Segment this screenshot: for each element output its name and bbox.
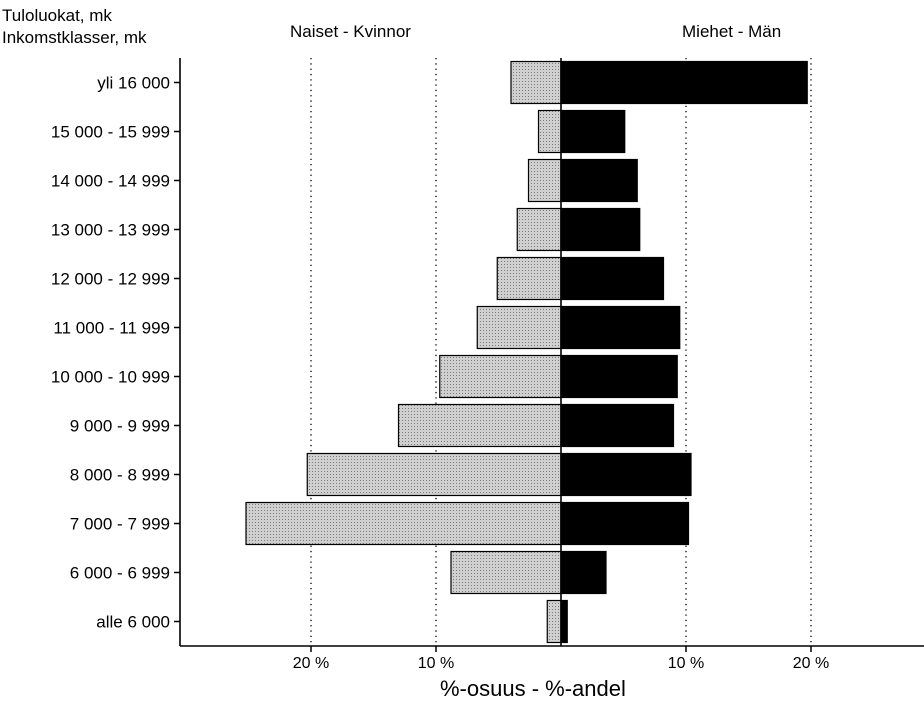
category-label: 6 000 - 6 999 bbox=[70, 564, 170, 583]
bar-women bbox=[450, 550, 562, 595]
bar-men bbox=[560, 158, 638, 203]
bar-women bbox=[496, 256, 562, 301]
category-label: 12 000 - 12 999 bbox=[51, 270, 170, 289]
y-axis-title-fi: Tuloluokat, mk bbox=[2, 6, 112, 25]
bar-women bbox=[306, 452, 562, 497]
bar-men bbox=[560, 256, 665, 301]
category-label: yli 16 000 bbox=[97, 74, 170, 93]
category-label: 15 000 - 15 999 bbox=[51, 123, 170, 142]
bar-men bbox=[560, 403, 675, 448]
bar-men bbox=[560, 501, 690, 546]
bar-men bbox=[560, 354, 678, 399]
bar-women bbox=[537, 109, 562, 154]
x-tick-label: 10 % bbox=[418, 655, 454, 672]
bar-women bbox=[439, 354, 562, 399]
x-tick-label: 10 % bbox=[668, 655, 704, 672]
category-label: 11 000 - 11 999 bbox=[53, 319, 170, 338]
category-label: 7 000 - 7 999 bbox=[70, 515, 170, 534]
category-label: 14 000 - 14 999 bbox=[51, 172, 170, 191]
bar-women bbox=[510, 60, 562, 105]
bar-men bbox=[560, 305, 681, 350]
y-axis-title-sv: Inkomstklasser, mk bbox=[2, 28, 147, 47]
bar-men bbox=[560, 60, 808, 105]
bar-women bbox=[476, 305, 562, 350]
category-label: 8 000 - 8 999 bbox=[70, 466, 170, 485]
bar-women bbox=[245, 501, 562, 546]
legend-men: Miehet - Män bbox=[682, 22, 782, 41]
category-label: 13 000 - 13 999 bbox=[51, 221, 170, 240]
bar-women bbox=[546, 599, 562, 644]
bar-men bbox=[560, 599, 568, 644]
category-label: alle 6 000 bbox=[96, 613, 170, 632]
legend-women: Naiset - Kvinnor bbox=[290, 22, 411, 41]
bar-women bbox=[516, 207, 562, 252]
bar-men bbox=[560, 207, 641, 252]
bar-men bbox=[560, 452, 692, 497]
bar-men bbox=[560, 109, 626, 154]
bar-men bbox=[560, 550, 607, 595]
bar-women bbox=[397, 403, 562, 448]
x-tick-label: 20 % bbox=[793, 655, 829, 672]
bar-women bbox=[527, 158, 562, 203]
category-label: 9 000 - 9 999 bbox=[70, 417, 170, 436]
category-label: 10 000 - 10 999 bbox=[51, 368, 170, 387]
x-tick-label: 20 % bbox=[293, 655, 329, 672]
x-axis-title: %-osuus - %-andel bbox=[440, 676, 626, 701]
